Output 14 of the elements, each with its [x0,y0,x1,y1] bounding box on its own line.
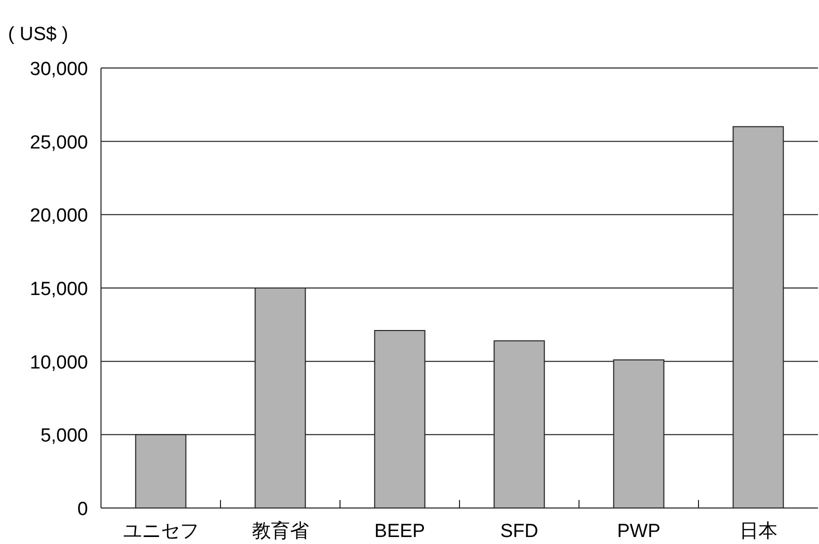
y-tick-label: 25,000 [30,132,88,154]
x-tick-label: 日本 [739,521,778,542]
x-tick-label: BEEP [374,521,426,542]
y-tick-label: 5,000 [40,426,88,447]
x-tick-label: PWP [617,521,660,542]
y-tick-label: 30,000 [30,59,88,80]
x-tick-label: 教育省 [252,520,309,542]
y-tick-label: 0 [77,499,88,520]
y-tick-label: 20,000 [30,206,88,227]
y-tick-label: 10,000 [30,352,88,374]
y-tick-label: 15,000 [30,279,88,300]
y-axis-title: ( US$ ) [8,24,68,45]
x-tick-label: SFD [500,521,538,542]
x-tick-label: ユニセフ [122,521,199,542]
